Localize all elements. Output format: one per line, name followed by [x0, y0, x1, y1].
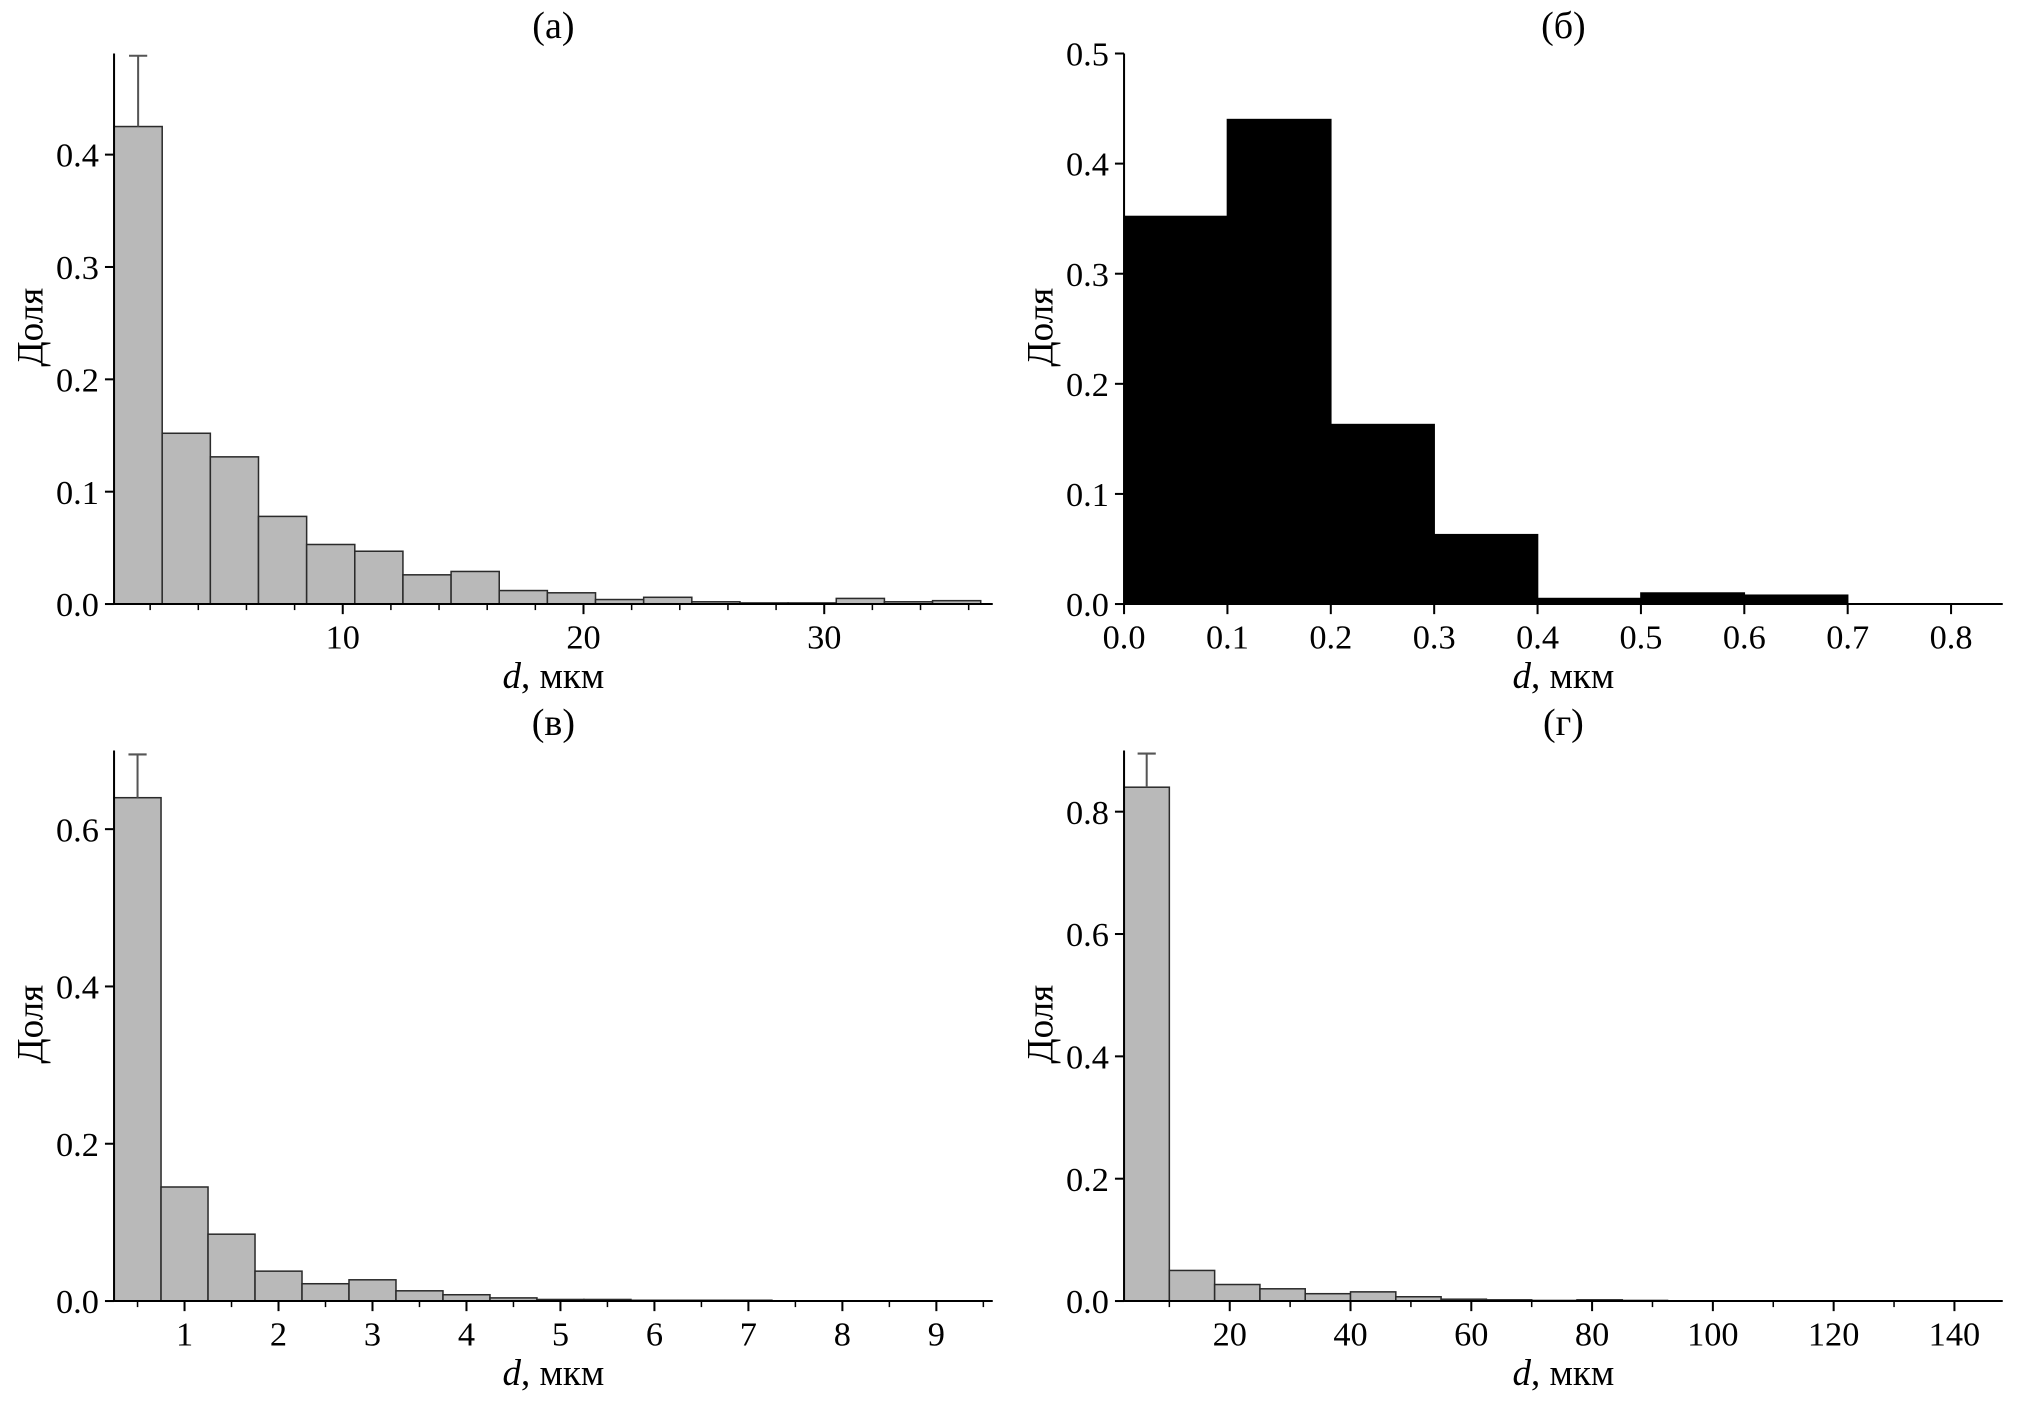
- svg-text:20: 20: [1213, 1315, 1247, 1353]
- x-axis-unit: , мкм: [520, 655, 605, 697]
- svg-text:0.6: 0.6: [1066, 916, 1109, 954]
- svg-text:0.1: 0.1: [1066, 476, 1109, 514]
- svg-text:0.2: 0.2: [1309, 618, 1352, 656]
- svg-text:1: 1: [176, 1315, 193, 1353]
- svg-text:0.0: 0.0: [1103, 618, 1146, 656]
- svg-text:9: 9: [928, 1315, 945, 1353]
- x-axis-unit: , мкм: [1530, 655, 1615, 697]
- svg-text:0.2: 0.2: [1066, 366, 1109, 404]
- panel-g-y-axis-label: Доля: [1020, 984, 1062, 1064]
- panel-g-x-axis-label: d, мкм: [1124, 1351, 2003, 1395]
- svg-text:6: 6: [646, 1315, 663, 1353]
- svg-text:0.1: 0.1: [1206, 618, 1249, 656]
- svg-text:0.1: 0.1: [56, 474, 99, 512]
- svg-text:0.0: 0.0: [1066, 586, 1109, 624]
- svg-text:0.0: 0.0: [1066, 1283, 1109, 1321]
- x-axis-variable: d: [502, 1352, 521, 1394]
- svg-text:5: 5: [552, 1315, 569, 1353]
- svg-text:0.4: 0.4: [1066, 146, 1109, 184]
- panel-v-y-axis-label: Доля: [10, 984, 52, 1064]
- svg-text:30: 30: [807, 618, 841, 656]
- svg-text:0.5: 0.5: [1619, 618, 1662, 656]
- svg-text:0.5: 0.5: [1066, 36, 1109, 74]
- svg-text:0.2: 0.2: [56, 361, 99, 399]
- x-axis-variable: d: [1512, 1352, 1531, 1394]
- svg-text:0.6: 0.6: [56, 811, 99, 849]
- svg-text:2: 2: [270, 1315, 287, 1353]
- svg-text:0.2: 0.2: [1066, 1161, 1109, 1199]
- svg-text:100: 100: [1687, 1315, 1738, 1353]
- svg-text:10: 10: [326, 618, 360, 656]
- svg-text:20: 20: [566, 618, 600, 656]
- svg-text:0.7: 0.7: [1826, 618, 1869, 656]
- svg-text:120: 120: [1808, 1315, 1859, 1353]
- svg-text:0.3: 0.3: [1413, 618, 1456, 656]
- svg-text:7: 7: [740, 1315, 757, 1353]
- x-axis-variable: d: [1512, 655, 1531, 697]
- panel-g: 0.0 0.2 0.4 0.6 0.8 20 40 60 80 100 120 140 (г) Дол…: [1018, 700, 2028, 1397]
- x-axis-unit: , мкм: [520, 1352, 605, 1394]
- panel-b-x-axis-label: d, мкм: [1124, 654, 2003, 698]
- svg-text:0.8: 0.8: [1066, 794, 1109, 832]
- svg-text:0.0: 0.0: [56, 1283, 99, 1321]
- svg-text:0.3: 0.3: [56, 249, 99, 287]
- panel-b-title: (б): [1541, 5, 1586, 47]
- svg-text:40: 40: [1333, 1315, 1367, 1353]
- svg-text:140: 140: [1929, 1315, 1980, 1353]
- panel-v-x-axis-label: d, мкм: [114, 1351, 993, 1395]
- svg-text:3: 3: [364, 1315, 381, 1353]
- svg-text:0.4: 0.4: [1066, 1038, 1109, 1076]
- svg-text:0.4: 0.4: [56, 137, 99, 175]
- svg-text:80: 80: [1575, 1315, 1609, 1353]
- svg-text:0.2: 0.2: [56, 1126, 99, 1164]
- x-axis-variable: d: [502, 655, 521, 697]
- svg-text:4: 4: [458, 1315, 475, 1353]
- panel-a-title: (а): [532, 5, 575, 47]
- panel-a-x-axis-label: d, мкм: [114, 654, 993, 698]
- svg-text:8: 8: [834, 1315, 851, 1353]
- svg-text:0.4: 0.4: [1516, 618, 1559, 656]
- svg-text:0.3: 0.3: [1066, 256, 1109, 294]
- svg-text:0.4: 0.4: [56, 969, 99, 1007]
- svg-text:0.6: 0.6: [1723, 618, 1766, 656]
- panel-a: 0.0 0.1 0.2 0.3 0.4 10 20 30 (а) Доля d, мкм: [8, 3, 1018, 700]
- histogram-a: 0.0 0.1 0.2 0.3 0.4 10 20 30: [56, 53, 993, 656]
- panel-v-title: (в): [531, 702, 576, 744]
- panel-g-title: (г): [1542, 702, 1584, 744]
- svg-text:0.0: 0.0: [56, 586, 99, 624]
- histogram-b: 0.0 0.1 0.2 0.3 0.4 0.5 0.0 0.1 0.2 0.3 0.4 0.5 0.6 0…: [1066, 36, 2003, 656]
- histogram-v: 0.0 0.2 0.4 0.6 1 2 3 4 5 6 7 8 9: [56, 750, 993, 1353]
- histogram-g: 0.0 0.2 0.4 0.6 0.8 20 40 60 80 100 120 140: [1066, 750, 2003, 1353]
- panel-b-y-axis-label: Доля: [1020, 287, 1062, 367]
- panel-v: 0.0 0.2 0.4 0.6 1 2 3 4 5 6 7 8 9 (в) Доля d, мкм: [8, 700, 1018, 1397]
- panel-b: 0.0 0.1 0.2 0.3 0.4 0.5 0.0 0.1 0.2 0.3 0.4 0.5 0.6 0…: [1018, 3, 2028, 700]
- panel-a-y-axis-label: Доля: [10, 287, 52, 367]
- svg-text:0.8: 0.8: [1930, 618, 1973, 656]
- x-axis-unit: , мкм: [1530, 1352, 1615, 1394]
- svg-text:60: 60: [1454, 1315, 1488, 1353]
